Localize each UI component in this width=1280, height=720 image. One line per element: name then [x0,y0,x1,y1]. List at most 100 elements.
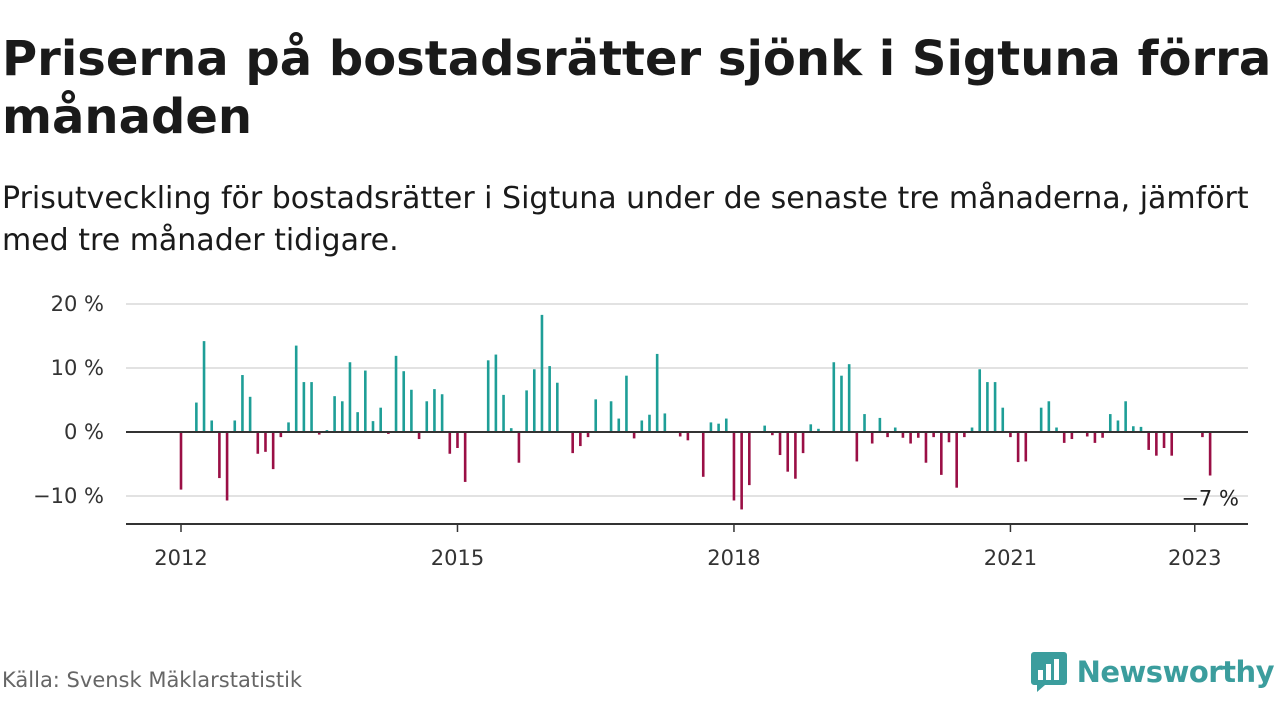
bar [794,432,797,479]
bar [609,401,613,432]
bar [310,382,313,432]
bar [410,389,413,432]
bar [302,382,306,432]
bar [901,432,905,438]
bar [732,432,736,501]
bar [863,414,866,432]
bar [955,432,958,488]
chart-subtitle: Prisutveckling för bostadsrätter i Sigtu… [2,181,1249,258]
bar [786,432,790,472]
bar [556,382,559,432]
y-tick-label: −10 % [33,484,104,508]
bar [333,396,336,432]
grid-lines [126,303,1248,497]
bar [632,432,636,439]
source-note: Källa: Svensk Mäklarstatistik [2,668,303,692]
bar [402,371,406,432]
bar [525,390,528,432]
bar [978,369,982,432]
bar [1116,420,1120,432]
y-tick-label: 0 % [64,420,104,444]
bar [233,420,237,432]
bar [1009,432,1012,438]
bar [771,432,774,436]
bar [886,432,889,438]
bar [1093,432,1097,443]
bar [417,432,421,440]
bar [579,432,582,447]
bar [916,432,920,438]
bar [855,432,859,462]
bar [701,432,705,477]
bar [1039,407,1043,432]
y-axis-ticks: 20 % 10 % 0 % −10 % [33,292,104,508]
bar [210,420,214,432]
bar [1208,432,1212,476]
x-tick-label: 2015 [431,546,484,570]
bar [1055,427,1058,432]
bar [924,432,928,463]
bar [1132,426,1135,432]
bar [678,432,682,437]
bar [724,418,728,432]
bar [356,412,359,432]
bar [279,432,283,438]
bar [456,432,459,448]
bar [686,432,690,441]
bar [648,414,651,432]
x-tick-label: 2023 [1168,546,1221,570]
bar [1139,426,1143,432]
x-tick-label: 2018 [707,546,760,570]
bar [179,432,183,490]
bar [448,432,452,454]
bar [1108,414,1112,432]
bar [463,432,467,482]
bar [748,432,751,486]
bar [870,432,874,444]
brand-logo: Newsworthy [1030,652,1275,692]
bar [340,401,344,432]
bar [993,382,997,432]
bar [986,382,989,432]
bar [248,396,252,432]
bar [486,360,490,432]
bar [832,362,836,432]
bar [617,418,621,432]
bar [655,353,659,432]
bar [909,432,912,444]
y-tick-label: 10 % [51,356,104,380]
bar [218,432,221,479]
bar [947,432,951,443]
bar [571,432,574,454]
bar [625,375,628,432]
bar [640,420,644,432]
bar [264,432,267,452]
bar [348,362,352,432]
latest-value-label: −7 % [1181,487,1239,511]
bar [1047,401,1051,432]
bar [1170,432,1174,456]
bar [540,314,544,432]
chart-title: Priserna på bostadsrätter sjönk i Sigtun… [2,31,1272,145]
bar [932,432,935,438]
bar [586,432,590,438]
bar-series [179,314,1212,510]
bar [801,432,805,454]
bar [1024,432,1028,462]
bar [433,389,436,432]
bar [502,394,505,432]
bar [778,432,782,456]
bar [294,345,298,432]
bar [1201,432,1204,438]
bar [663,413,667,432]
bar [256,432,260,454]
x-tick-label: 2021 [984,546,1037,570]
bar [817,428,820,432]
bar [963,432,966,438]
bar [371,421,375,432]
bar [195,402,198,432]
bar [740,432,743,510]
y-tick-label: 20 % [51,292,104,316]
bar [509,428,513,432]
bar [717,423,720,432]
